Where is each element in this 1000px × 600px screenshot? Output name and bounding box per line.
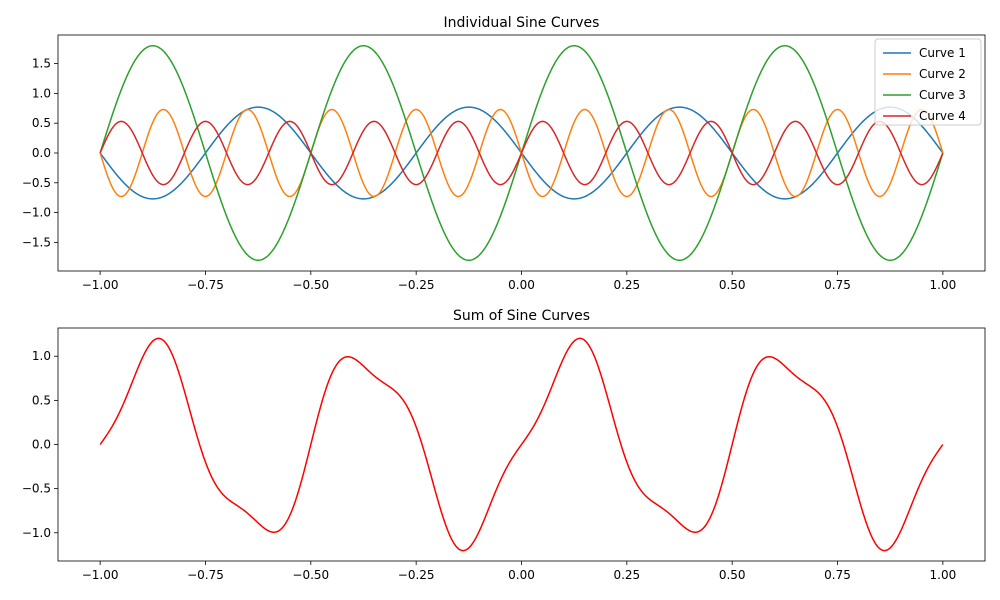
- x-tick-label: −1.00: [82, 568, 119, 582]
- legend-frame: [874, 38, 982, 126]
- x-tick-label: 0.25: [613, 568, 640, 582]
- y-tick-label: 1.0: [32, 86, 51, 100]
- legend: Curve 1 Curve 2 Curve 3 Curve 4: [874, 38, 982, 126]
- x-tick-label: −1.00: [82, 278, 119, 292]
- x-tick-label: 0.50: [719, 568, 746, 582]
- y-tick-label: 0.5: [32, 116, 51, 130]
- x-tick-label: −0.50: [292, 568, 329, 582]
- y-tick-label: 1.5: [32, 57, 51, 71]
- x-tick-label: 1.00: [930, 278, 957, 292]
- y-tick-label: −1.0: [22, 206, 51, 220]
- subplot-1: Individual Sine Curves −1.00 −0.75 −0.50 −0.…: [22, 15, 986, 292]
- y-tick-label: 0.0: [32, 146, 51, 160]
- chart-title: Sum of Sine Curves: [453, 308, 590, 324]
- x-tick-label: 0.00: [508, 568, 535, 582]
- x-tick-label: 0.75: [824, 568, 851, 582]
- x-tick-label: 0.00: [508, 278, 535, 292]
- x-tick-label: 0.50: [719, 278, 746, 292]
- x-tick-label: −0.25: [398, 278, 435, 292]
- legend-label: Curve 1: [919, 46, 966, 60]
- x-tick-label: 0.25: [613, 278, 640, 292]
- series-line-4: [99, 120, 944, 186]
- chart-title: Individual Sine Curves: [444, 15, 600, 31]
- legend-label: Curve 4: [919, 109, 966, 123]
- y-tick-label: 0.0: [32, 438, 51, 452]
- x-tick-label: −0.25: [398, 568, 435, 582]
- x-tick-label: −0.75: [187, 568, 224, 582]
- x-tick-label: −0.75: [187, 278, 224, 292]
- y-tick-label: −0.5: [22, 482, 51, 496]
- x-tick-label: 1.00: [930, 568, 957, 582]
- y-tick-label: −1.5: [22, 235, 51, 249]
- series-line-1: [99, 337, 944, 552]
- x-tick-label: −0.50: [292, 278, 329, 292]
- y-tick-label: 0.5: [32, 393, 51, 407]
- y-tick-label: −1.0: [22, 526, 51, 540]
- y-tick-label: 1.0: [32, 349, 51, 363]
- legend-label: Curve 2: [919, 67, 966, 81]
- legend-label: Curve 3: [919, 88, 966, 102]
- subplot-2: Sum of Sine Curves −1.00 −0.75 −0.50 −0.25 0.…: [22, 308, 986, 582]
- x-tick-label: 0.75: [824, 278, 851, 292]
- y-tick-label: −0.5: [22, 176, 51, 190]
